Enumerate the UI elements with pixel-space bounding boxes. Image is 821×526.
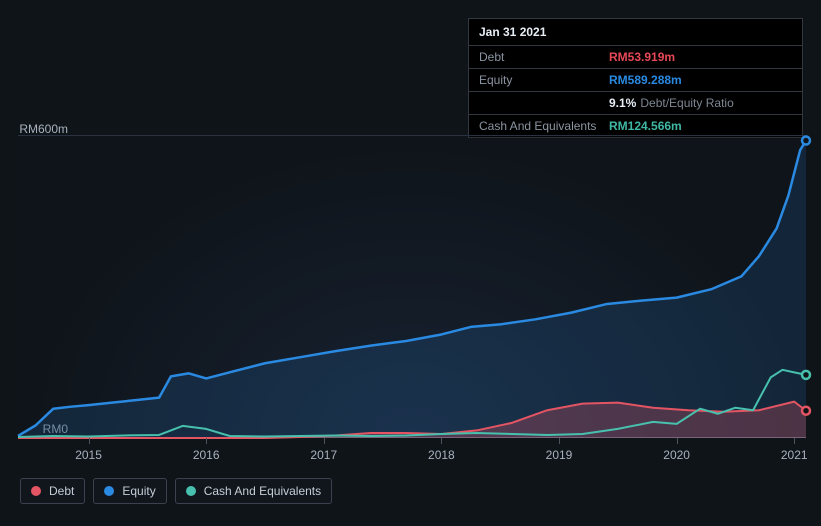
x-tick-label: 2019: [546, 448, 573, 462]
chart-svg: [18, 135, 806, 438]
chart-container: { "chart": { "type": "area-line", "backg…: [0, 0, 821, 526]
legend-label: Debt: [49, 484, 74, 498]
tooltip-date: Jan 31 2021: [469, 19, 802, 46]
x-tick-label: 2016: [193, 448, 220, 462]
x-tick-mark: [559, 438, 560, 444]
legend: Debt Equity Cash And Equivalents: [20, 478, 332, 504]
x-tick-label: 2015: [75, 448, 102, 462]
tooltip-row-ratio: 9.1%Debt/Equity Ratio: [469, 92, 802, 115]
legend-label: Equity: [122, 484, 155, 498]
x-tick-label: 2018: [428, 448, 455, 462]
x-tick-label: 2017: [310, 448, 337, 462]
circle-icon: [31, 486, 41, 496]
x-tick-mark: [89, 438, 90, 444]
chart-tooltip: Jan 31 2021 Debt RM53.919m Equity RM589.…: [468, 18, 803, 138]
legend-item-debt[interactable]: Debt: [20, 478, 85, 504]
x-tick-label: 2020: [663, 448, 690, 462]
x-tick-mark: [794, 438, 795, 444]
tooltip-label: Cash And Equivalents: [479, 119, 609, 133]
tooltip-value: RM589.288m: [609, 73, 682, 87]
tooltip-label: Debt: [479, 50, 609, 64]
x-tick-mark: [206, 438, 207, 444]
tooltip-value: 9.1%Debt/Equity Ratio: [609, 96, 734, 110]
circle-icon: [104, 486, 114, 496]
tooltip-value: RM124.566m: [609, 119, 682, 133]
tooltip-label: Equity: [479, 73, 609, 87]
legend-item-cash[interactable]: Cash And Equivalents: [175, 478, 332, 504]
legend-item-equity[interactable]: Equity: [93, 478, 166, 504]
tooltip-value: RM53.919m: [609, 50, 675, 64]
tooltip-row-cash: Cash And Equivalents RM124.566m: [469, 115, 802, 137]
y-axis-label-top: RM600m: [19, 122, 68, 136]
x-tick-label: 2021: [781, 448, 808, 462]
tooltip-row-debt: Debt RM53.919m: [469, 46, 802, 69]
circle-icon: [186, 486, 196, 496]
x-tick-mark: [324, 438, 325, 444]
tooltip-row-equity: Equity RM589.288m: [469, 69, 802, 92]
x-tick-mark: [441, 438, 442, 444]
tooltip-label: [479, 96, 609, 110]
legend-label: Cash And Equivalents: [204, 484, 321, 498]
x-tick-mark: [677, 438, 678, 444]
